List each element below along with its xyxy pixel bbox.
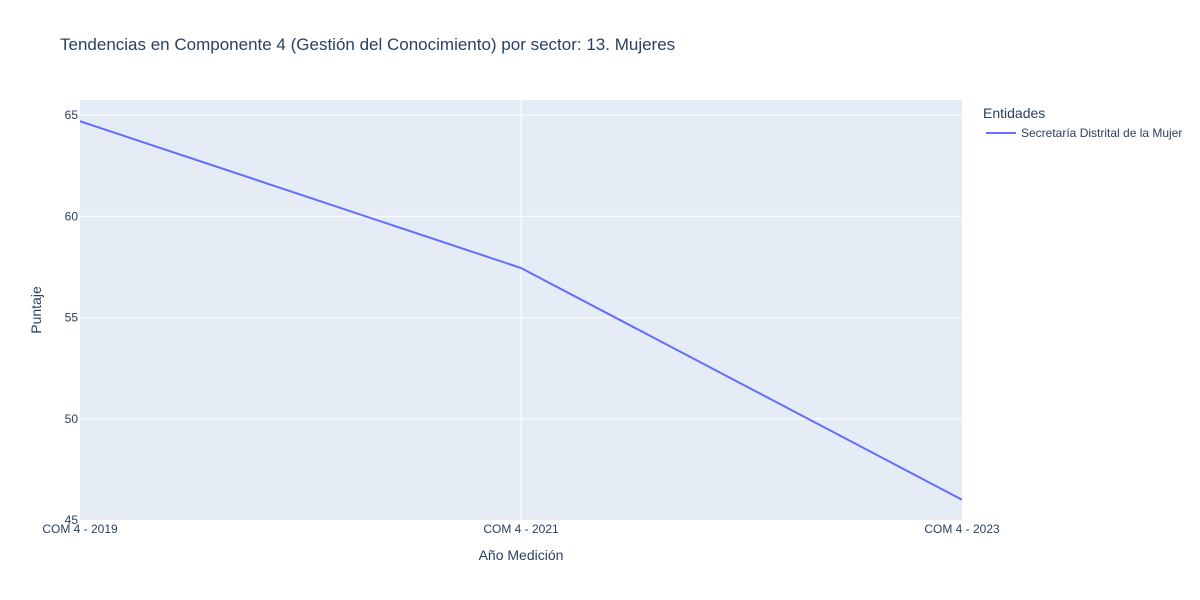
x-tick-labels: COM 4 - 2019 COM 4 - 2021 COM 4 - 2023 (42, 522, 1000, 536)
y-tick-label: 50 (65, 412, 79, 426)
chart-title: Tendencias en Componente 4 (Gestión del … (60, 35, 675, 54)
y-axis-title: Puntaje (28, 286, 44, 334)
series-line (79, 120, 963, 501)
x-axis-title: Año Medición (479, 547, 564, 563)
y-tick-label: 65 (65, 108, 79, 122)
y-tick-label: 60 (65, 209, 79, 223)
legend-title: Entidades (983, 105, 1045, 121)
legend: Entidades Secretaría Distrital de la Muj… (983, 105, 1182, 140)
y-tick-labels: 45 50 55 60 65 (65, 108, 79, 527)
y-tick-label: 45 (65, 513, 79, 527)
legend-item-label: Secretaría Distrital de la Mujer (1021, 126, 1182, 140)
x-tick-label: COM 4 - 2021 (483, 522, 559, 536)
legend-items: Secretaría Distrital de la Mujer (986, 126, 1182, 140)
series-layer (79, 120, 963, 501)
y-tick-label: 55 (65, 311, 79, 325)
x-tick-label: COM 4 - 2019 (42, 522, 118, 536)
x-tick-label: COM 4 - 2023 (924, 522, 1000, 536)
